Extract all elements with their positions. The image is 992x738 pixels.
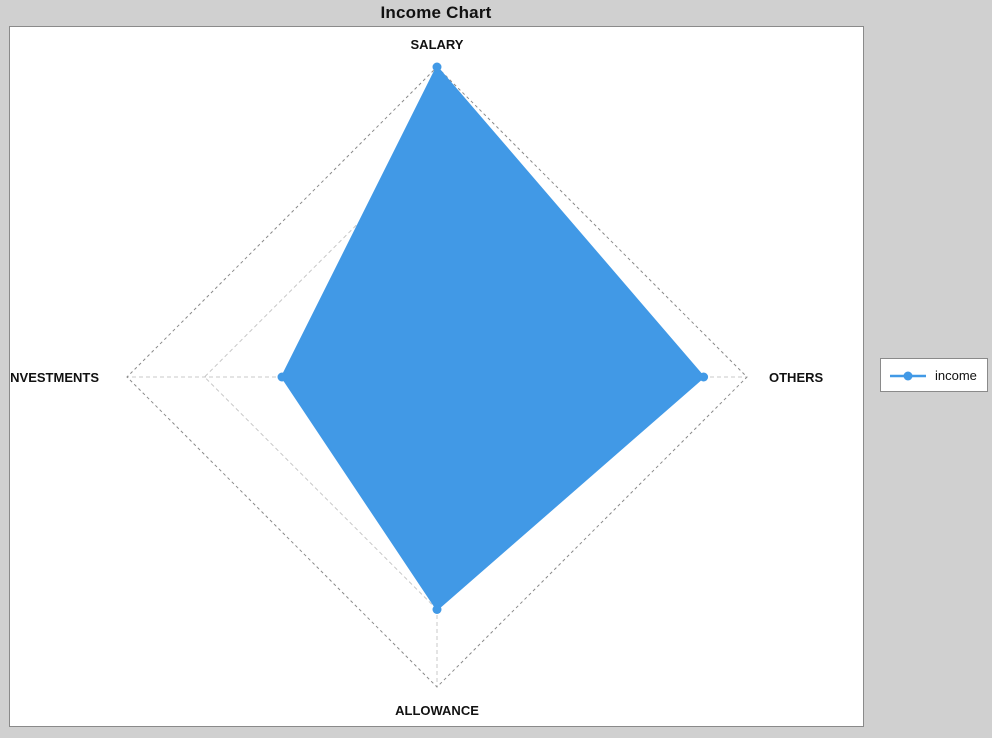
legend-label: income [935, 368, 977, 383]
axis-label-investments: INVESTMENTS [10, 370, 99, 385]
legend-swatch-icon [890, 371, 926, 381]
data-point-allowance[interactable] [432, 605, 442, 614]
data-point-salary[interactable] [432, 62, 442, 72]
axis-label-salary: SALARY [411, 37, 464, 52]
legend-marker [903, 371, 913, 381]
grid-ring-3 [126, 66, 748, 688]
series-area-income [281, 66, 705, 611]
data-point-others[interactable] [699, 372, 709, 382]
legend: income [880, 358, 988, 392]
plot-area: SALARY OTHERS ALLOWANCE INVESTMENTS [9, 26, 864, 727]
axis-label-others: OTHERS [769, 370, 824, 385]
radar-chart: SALARY OTHERS ALLOWANCE INVESTMENTS [10, 37, 824, 718]
chart-title: Income Chart [380, 3, 492, 22]
series-layer [277, 62, 709, 614]
data-point-investments[interactable] [277, 372, 287, 382]
axis-labels: SALARY OTHERS ALLOWANCE INVESTMENTS [10, 37, 824, 718]
axis-label-allowance: ALLOWANCE [395, 703, 479, 718]
